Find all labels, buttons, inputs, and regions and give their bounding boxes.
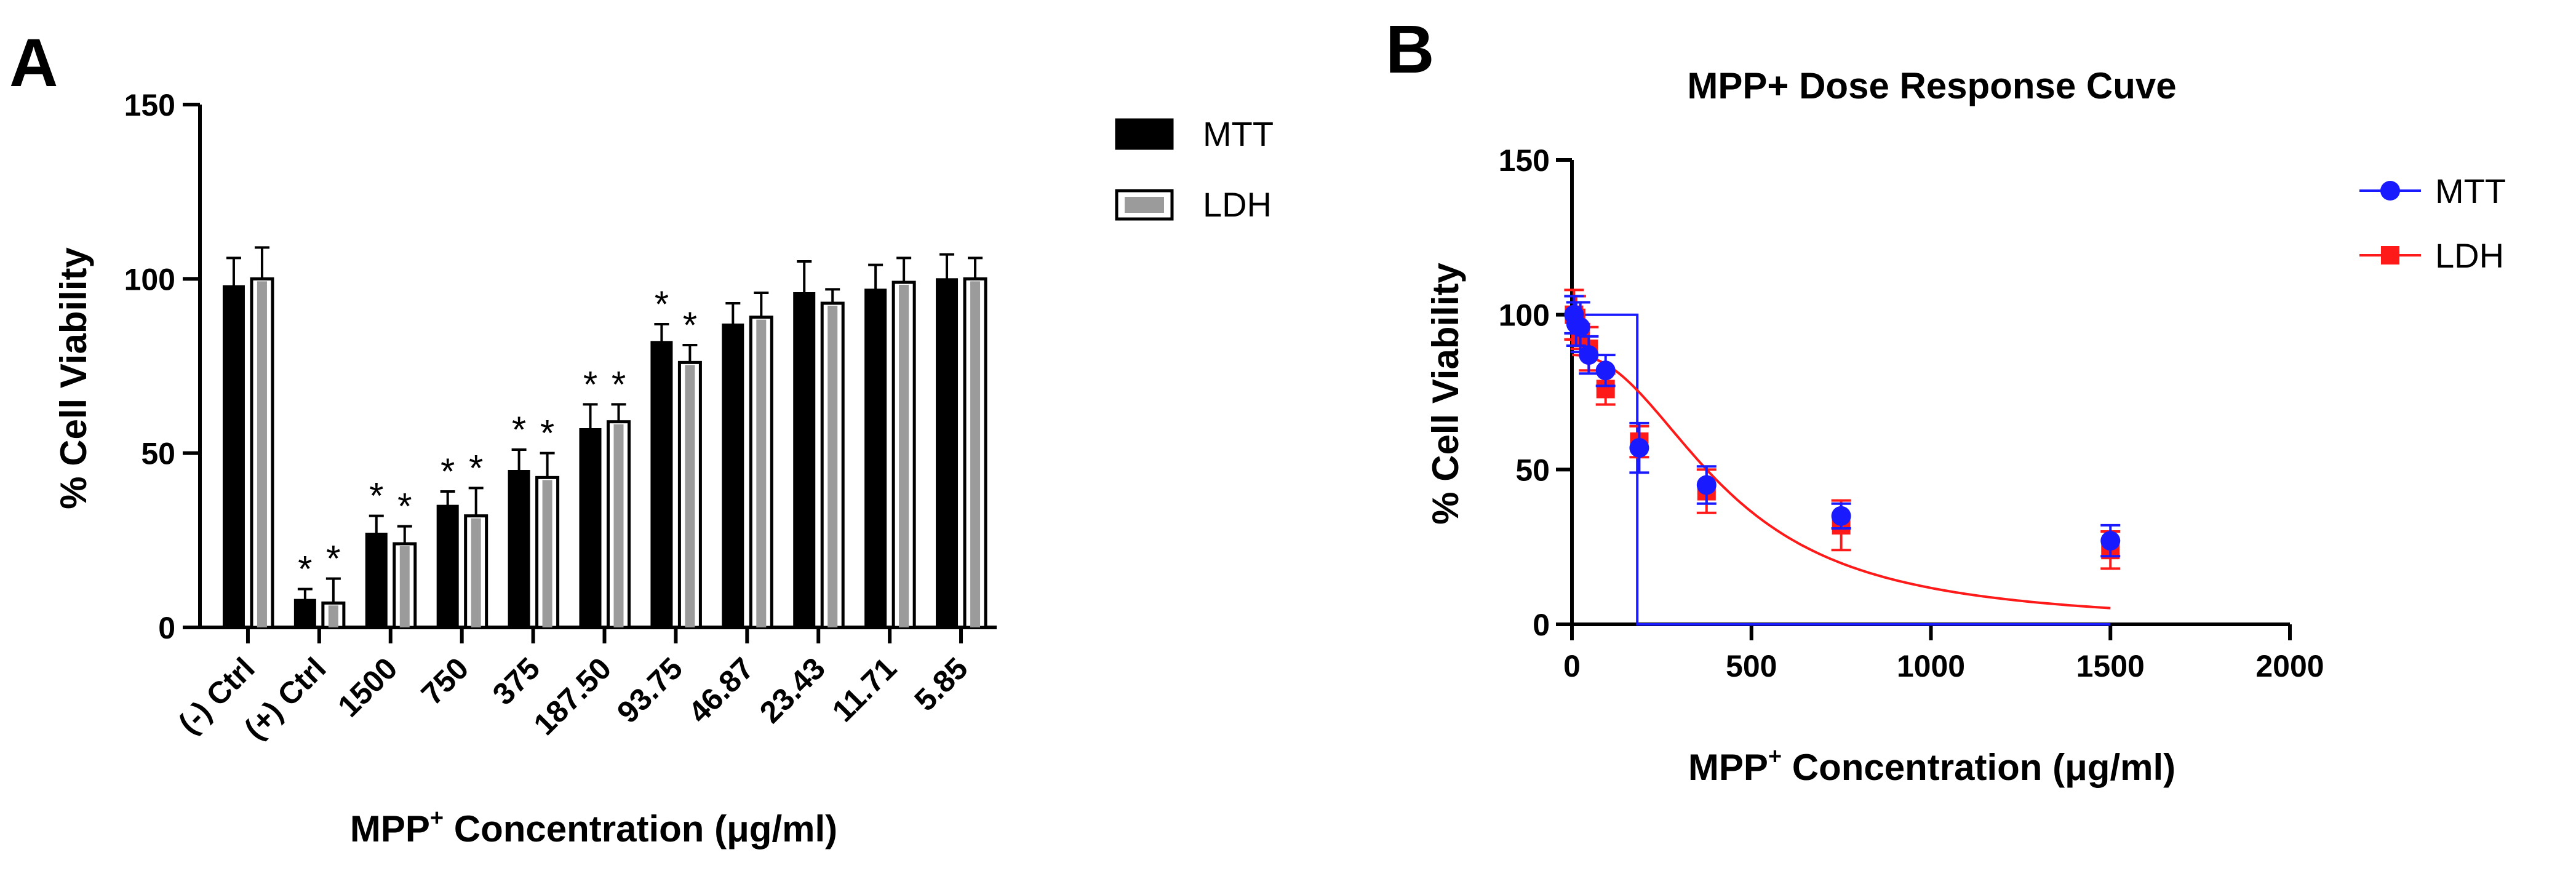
panel-b-point-mtt bbox=[1579, 345, 1599, 365]
panel-b-x-tick-label: 1000 bbox=[1897, 649, 1965, 683]
panel-a-bar-mtt bbox=[722, 324, 744, 628]
panel-b-point-mtt bbox=[1696, 475, 1717, 495]
panel-a-legend-label: MTT bbox=[1203, 114, 1274, 153]
panel-a-bar-ldh-fill bbox=[756, 319, 767, 627]
panel-b-x-tick-label: 1500 bbox=[2076, 649, 2145, 683]
panel-a-bar-mtt bbox=[508, 470, 530, 628]
panel-b-xlabel-sup: + bbox=[1768, 744, 1782, 770]
panel-a-bar-ldh-fill bbox=[328, 605, 338, 627]
panel-a-bar-ldh-fill bbox=[471, 518, 481, 627]
panel-b-ylabel: % Cell Viability bbox=[1425, 263, 1466, 525]
panel-a-category-label: 11.71 bbox=[826, 651, 903, 728]
panel-a-category-label: 750 bbox=[415, 651, 476, 712]
panel-a-ylabel: % Cell Viability bbox=[53, 247, 94, 509]
panel-a-bar-mtt bbox=[650, 341, 673, 628]
panel-a-significance-star: * bbox=[512, 409, 526, 450]
panel-b-legend-label: MTT bbox=[2435, 172, 2506, 210]
panel-a-y-tick-label: 0 bbox=[158, 611, 175, 645]
panel-b-x-tick-label: 500 bbox=[1726, 649, 1777, 683]
panel-b-xlabel: MPP+ Concentration (μg/ml) bbox=[1688, 744, 2175, 788]
panel-a-category-label: 46.87 bbox=[682, 651, 760, 730]
panel-a-bar-ldh-fill bbox=[399, 546, 410, 627]
panel-b-x-tick-label: 2000 bbox=[2255, 649, 2324, 683]
panel-b-title: MPP+ Dose Response Cuve bbox=[1687, 65, 2176, 106]
panel-a-bar-ldh-fill bbox=[685, 365, 695, 627]
panel-a-legend-swatch-fill bbox=[1125, 197, 1164, 213]
panel-a-bar-mtt bbox=[579, 428, 602, 628]
panel-a-significance-star: * bbox=[298, 549, 312, 590]
panel-b-xlabel-rest: Concentration (μg/ml) bbox=[1782, 747, 2175, 788]
panel-b-legend-marker-mtt bbox=[2380, 181, 2400, 201]
panel-a-category-label: 23.43 bbox=[753, 651, 832, 730]
panel-b-y-tick-label: 100 bbox=[1499, 298, 1550, 333]
panel-b-y-tick-label: 150 bbox=[1499, 143, 1550, 178]
panel-b-point-mtt bbox=[1595, 360, 1616, 381]
panel-b-legend-label: LDH bbox=[2435, 236, 2504, 275]
panel-b-fit-curve-mtt bbox=[1572, 313, 2111, 626]
panel-a-xlabel-rest: Concentration (μg/ml) bbox=[444, 808, 837, 849]
panel-a-bar-mtt bbox=[436, 504, 459, 629]
panel-b-xlabel-main: MPP bbox=[1688, 747, 1768, 788]
panel-a-category-label: 187.50 bbox=[527, 651, 618, 742]
panel-a-bar-ldh-fill bbox=[613, 424, 624, 627]
panel-a-category-label: 5.85 bbox=[907, 651, 974, 717]
panel-a-significance-star: * bbox=[683, 304, 697, 346]
panel-a-significance-star: * bbox=[441, 451, 455, 492]
panel-b-letter: B bbox=[1386, 12, 1434, 87]
panel-a-xlabel-sup: + bbox=[430, 805, 444, 831]
panel-a-bar-ldh-fill bbox=[257, 281, 267, 627]
panel-b-fit-curve-ldh bbox=[1571, 354, 2111, 610]
panel-a-bar-mtt bbox=[365, 533, 388, 628]
panel-a-letter: A bbox=[9, 25, 58, 101]
panel-a-bar-mtt bbox=[864, 288, 887, 629]
panel-a-xlabel-main: MPP bbox=[350, 808, 430, 849]
panel-a-significance-star: * bbox=[397, 486, 412, 527]
panel-a-significance-star: * bbox=[469, 447, 483, 488]
panel-a-xlabel: MPP+ Concentration (μg/ml) bbox=[350, 805, 837, 849]
panel-a-category-label: 93.75 bbox=[610, 651, 689, 730]
panel-a-significance-star: * bbox=[612, 364, 626, 405]
panel-a-y-tick-label: 50 bbox=[141, 437, 175, 471]
panel-a-bar-mtt bbox=[222, 285, 245, 628]
panel-a-category-label: 1500 bbox=[331, 651, 404, 723]
panel-a-bar-ldh-fill bbox=[899, 285, 909, 627]
panel-b-x-tick-label: 0 bbox=[1563, 649, 1581, 683]
panel-b-y-tick-label: 0 bbox=[1533, 608, 1550, 642]
panel-b-point-mtt bbox=[2100, 531, 2121, 551]
panel-a-legend-swatch-mtt bbox=[1115, 118, 1174, 150]
panel-a-significance-star: * bbox=[540, 413, 554, 454]
panel-a-legend-label: LDH bbox=[1203, 185, 1272, 224]
panel-b-point-mtt bbox=[1629, 438, 1649, 458]
panel-a-y-tick-label: 100 bbox=[124, 262, 175, 296]
panel-a-bar-mtt bbox=[936, 278, 959, 629]
panel-a-bar-mtt bbox=[793, 292, 816, 628]
panel-b-y-tick-label: 50 bbox=[1515, 453, 1550, 487]
panel-a-bar-ldh-fill bbox=[542, 480, 552, 627]
panel-a-y-tick-label: 150 bbox=[124, 88, 175, 122]
panel-a-significance-star: * bbox=[583, 364, 597, 405]
panel-a-significance-star: * bbox=[369, 475, 383, 517]
panel-a-category-label: 375 bbox=[486, 651, 547, 712]
panel-a-significance-star: * bbox=[326, 538, 340, 579]
panel-a-bar-mtt bbox=[293, 599, 316, 629]
panel-a-bar-ldh-fill bbox=[970, 281, 981, 627]
panel-a-category-label: (+) Ctrl bbox=[237, 651, 333, 746]
panel-b-point-mtt bbox=[1831, 506, 1851, 526]
panel-b-legend-marker-ldh bbox=[2381, 246, 2399, 264]
panel-a-significance-star: * bbox=[655, 284, 669, 325]
panel-a-bar-ldh-fill bbox=[827, 306, 838, 627]
panel-b-point-mtt bbox=[1570, 317, 1590, 337]
